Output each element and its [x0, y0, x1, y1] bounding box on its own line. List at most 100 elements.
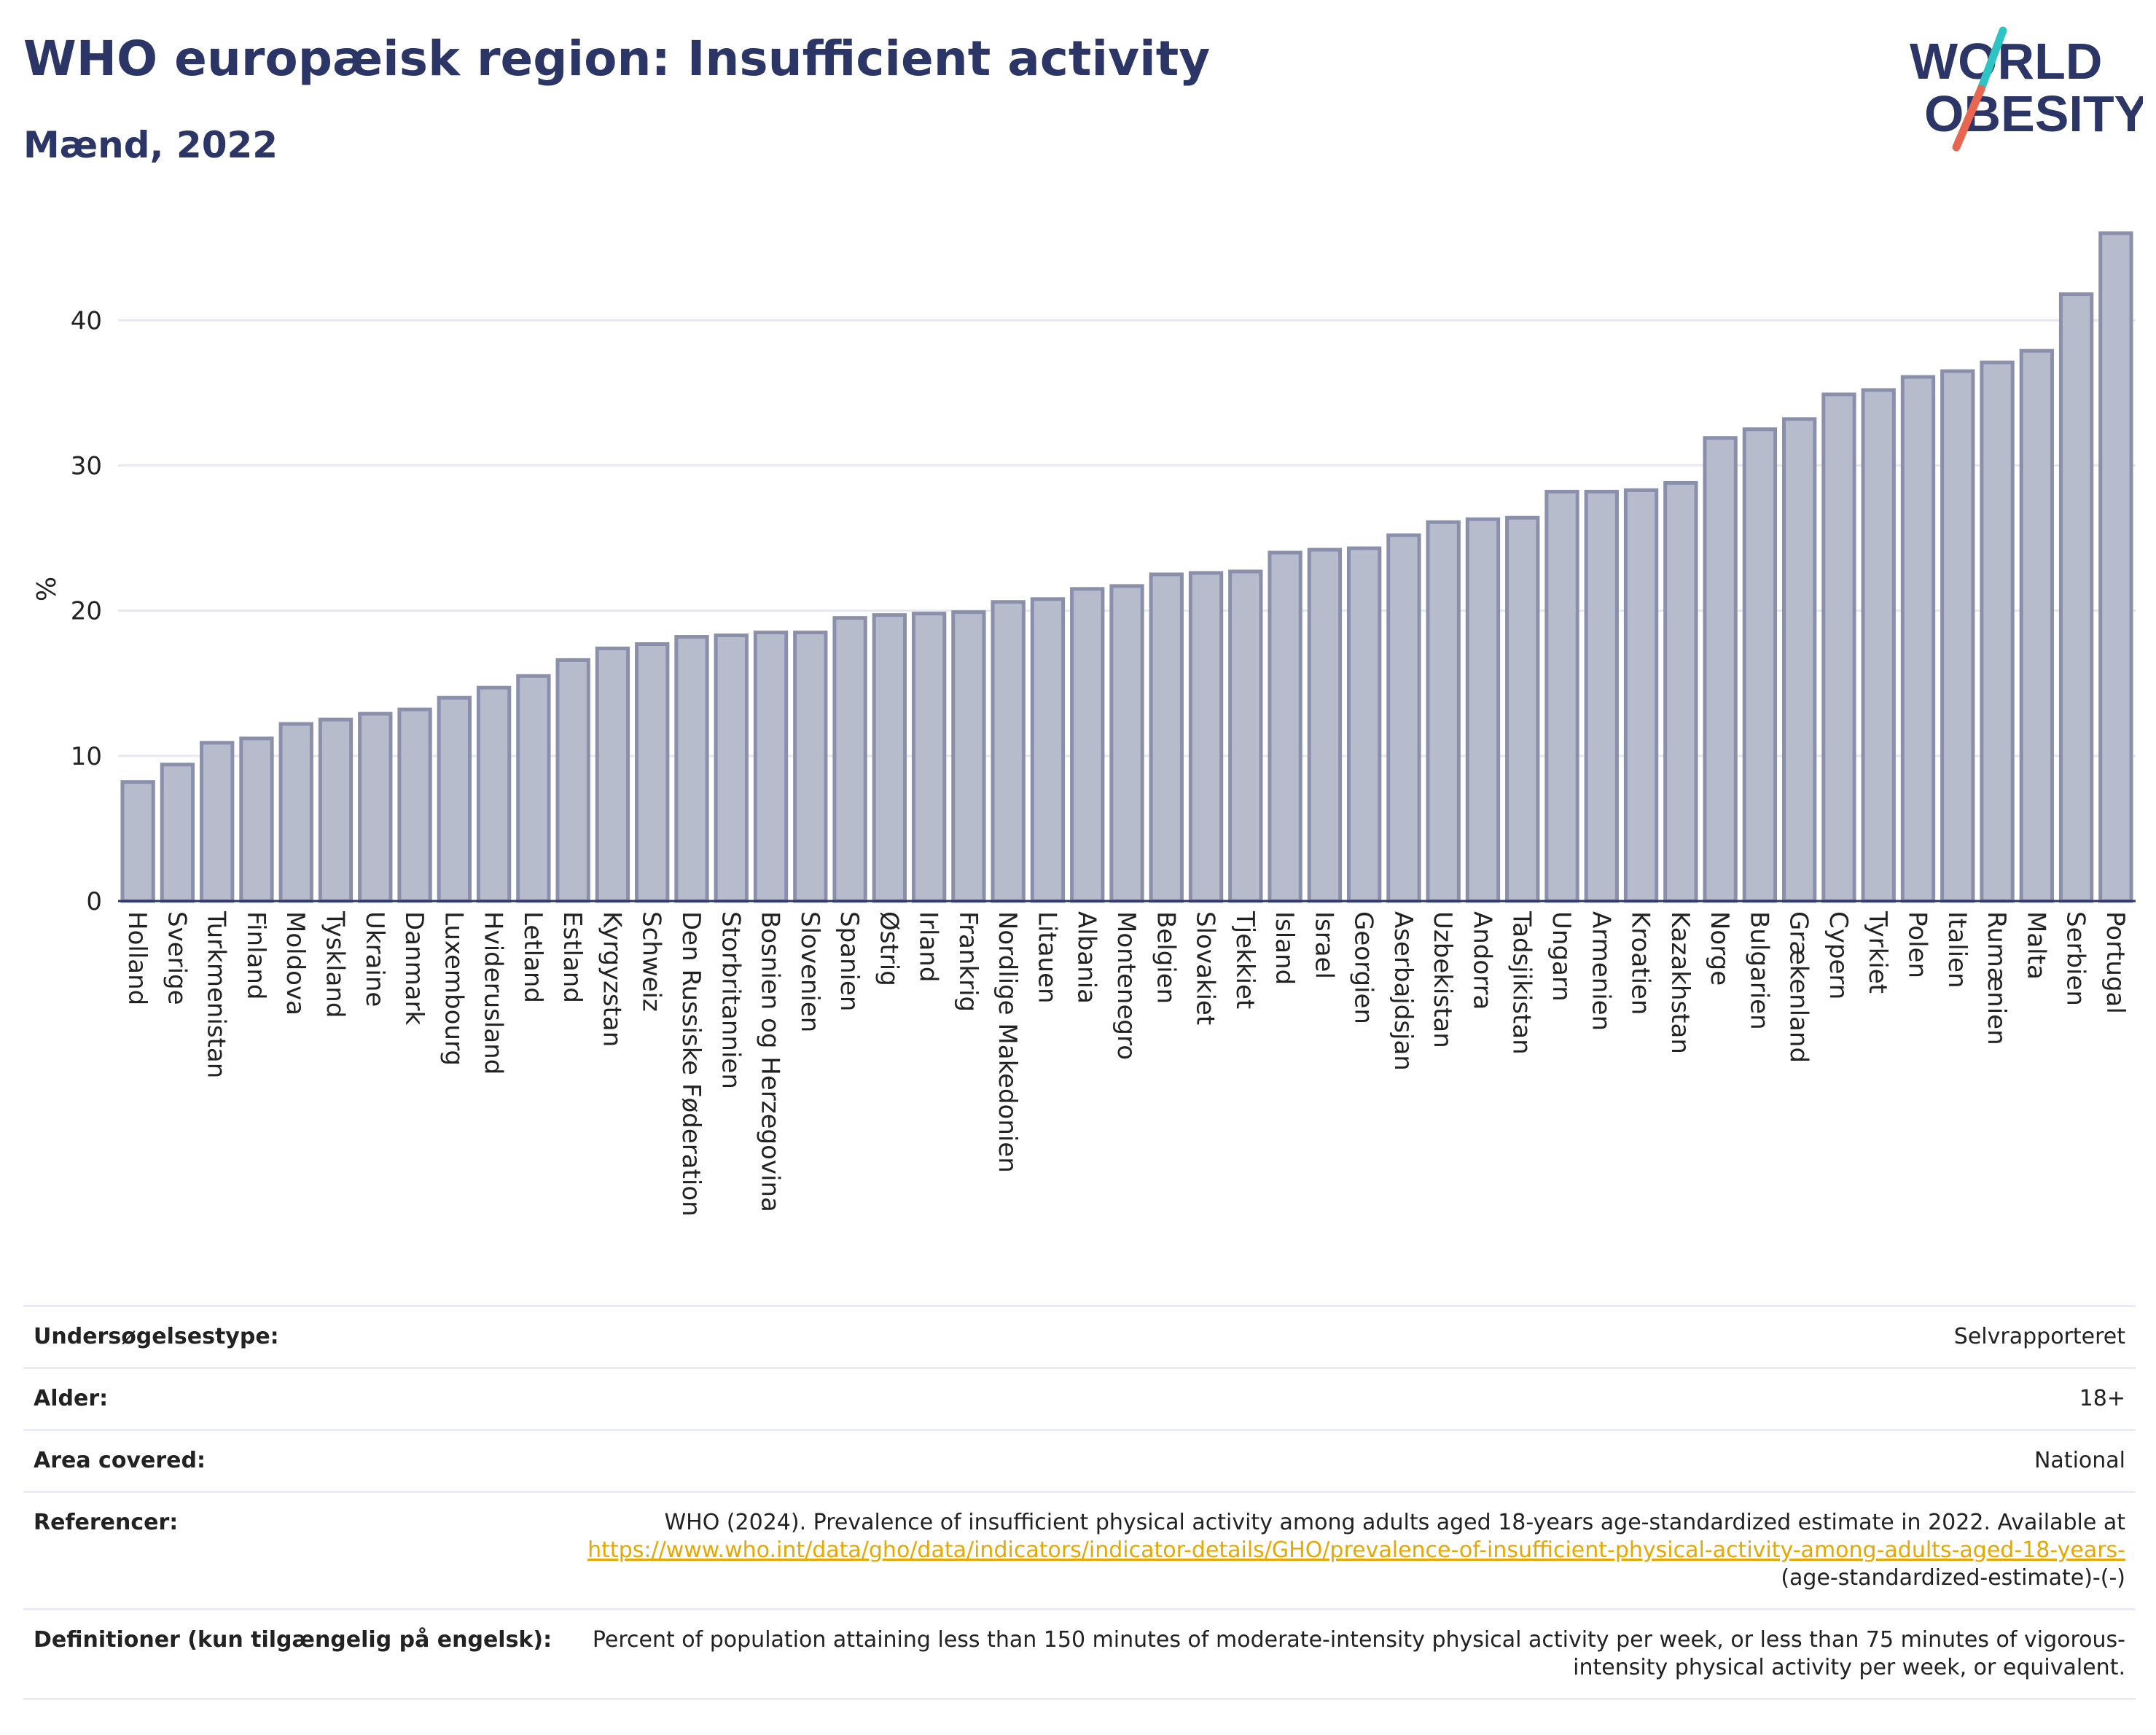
- x-tick-label: Hviderusland: [479, 911, 508, 1075]
- x-tick-label: Letland: [518, 911, 547, 1003]
- bar: [1703, 436, 1738, 903]
- y-tick-label: 30: [71, 452, 102, 481]
- page-title: WHO europæisk region: Insufficient activ…: [23, 31, 1211, 87]
- x-tick-label: Malta: [2021, 911, 2050, 980]
- x-tick-label: Schweiz: [637, 911, 666, 1012]
- info-table: Undersøgelsestype: Selvrapporteret Alder…: [23, 1305, 2136, 1700]
- bar: [358, 711, 393, 903]
- info-label: Definitioner (kun tilgængelig på engelsk…: [34, 1627, 552, 1653]
- y-tick-label: 40: [71, 306, 102, 335]
- x-tick-label: Frankrig: [953, 911, 983, 1012]
- bar: [1188, 571, 1224, 903]
- x-tick-label: Georgien: [1349, 911, 1378, 1024]
- bar: [239, 736, 274, 903]
- bar: [2098, 231, 2133, 903]
- bar: [1070, 587, 1105, 903]
- bar: [160, 763, 195, 903]
- bar: [1386, 533, 1421, 903]
- reference-suffix: (age-standardized-estimate)-(-): [1781, 1565, 2125, 1591]
- bar: [951, 610, 986, 903]
- x-tick-label: Grækenland: [1784, 911, 1813, 1063]
- bar: [516, 674, 551, 903]
- x-tick-label: Kazakhstan: [1665, 911, 1695, 1054]
- info-label: Undersøgelsestype:: [34, 1324, 279, 1349]
- info-value: WHO (2024). Prevalence of insufficient p…: [569, 1492, 2136, 1610]
- bar: [1940, 369, 1975, 903]
- info-label: Referencer:: [34, 1510, 179, 1535]
- bar: [397, 707, 432, 903]
- bar: [714, 633, 749, 903]
- info-row-references: Referencer: WHO (2024). Prevalence of in…: [23, 1492, 2136, 1610]
- bar: [1781, 417, 1817, 903]
- x-tick-label: Bosnien og Herzegovina: [756, 911, 785, 1212]
- x-tick-label: Tyrkiet: [1863, 911, 1892, 994]
- reference-link[interactable]: https://www.who.int/data/gho/data/indica…: [587, 1537, 2125, 1563]
- bar: [911, 612, 947, 903]
- page-subtitle: Mænd, 2022: [23, 124, 278, 166]
- bar: [2019, 348, 2054, 903]
- bar: [872, 613, 907, 903]
- x-tick-label: Albania: [1072, 911, 1101, 1004]
- x-tick-label: Spanien: [835, 911, 864, 1011]
- x-tick-label: Nordlige Makedonien: [993, 911, 1022, 1173]
- y-axis-label: %: [32, 577, 62, 601]
- x-tick-label: Den Russiske Føderation: [676, 911, 706, 1217]
- info-row-age: Alder: 18+: [23, 1368, 2136, 1430]
- bar: [1861, 388, 1896, 903]
- x-tick-label: Kroatien: [1626, 911, 1655, 1015]
- x-tick-label: Bulgarien: [1744, 911, 1773, 1030]
- bar: [1821, 392, 1856, 903]
- logo-slash-bottom: [1952, 85, 1985, 152]
- x-tick-label: Slovenien: [795, 911, 824, 1032]
- bar: [1307, 547, 1343, 903]
- x-tick-label: Montenegro: [1112, 911, 1141, 1060]
- bar: [2058, 292, 2094, 903]
- x-tick-label: Belgien: [1151, 911, 1180, 1004]
- bar: [1149, 572, 1184, 903]
- bar: [555, 658, 590, 903]
- x-tick-label: Slovakiet: [1191, 911, 1220, 1025]
- x-tick-label: Norge: [1705, 911, 1734, 986]
- bar: [476, 685, 512, 903]
- x-tick-label: Polen: [1902, 911, 1932, 978]
- bar: [1505, 515, 1540, 903]
- x-tick-label: Portugal: [2101, 911, 2130, 1014]
- bar: [832, 616, 867, 903]
- x-tick-label: Moldova: [281, 911, 310, 1015]
- x-tick-label: Østrig: [874, 911, 903, 986]
- info-label: Area covered:: [34, 1448, 206, 1473]
- bar: [1544, 489, 1579, 903]
- bar: [1623, 488, 1659, 903]
- x-tick-label: Aserbajdsjan: [1388, 911, 1418, 1071]
- bar: [1228, 569, 1263, 903]
- x-tick-label: Litauen: [1032, 911, 1061, 1004]
- x-tick-label: Finland: [241, 911, 270, 1000]
- bar: [1426, 520, 1461, 903]
- bar: [991, 600, 1026, 903]
- x-tick-label: Armenien: [1586, 911, 1615, 1031]
- info-value: Selvrapporteret: [1953, 1324, 2125, 1349]
- x-tick-label: Tadsjikistan: [1507, 911, 1536, 1055]
- x-tick-label: Ungarn: [1547, 911, 1576, 1002]
- info-row-area: Area covered: National: [23, 1430, 2136, 1492]
- x-tick-label: Irland: [914, 911, 943, 982]
- x-tick-label: Rumænien: [1982, 911, 2011, 1045]
- bar: [1980, 360, 2015, 903]
- x-tick-label: Cypern: [1824, 911, 1853, 999]
- bar: [674, 635, 709, 903]
- x-tick-label: Italien: [1942, 911, 1972, 989]
- info-value: National: [2034, 1448, 2125, 1473]
- info-row-survey-type: Undersøgelsestype: Selvrapporteret: [23, 1306, 2136, 1368]
- x-tick-label: Island: [1270, 911, 1299, 985]
- x-tick-label: Storbritannien: [716, 911, 745, 1089]
- bar: [1030, 597, 1066, 903]
- bar: [120, 780, 155, 903]
- x-tick-label: Luxembourg: [439, 911, 468, 1066]
- y-tick-label: 20: [71, 597, 102, 626]
- bar: [1584, 489, 1619, 903]
- info-label: Alder:: [34, 1386, 109, 1411]
- x-tick-label: Sverige: [162, 911, 191, 1005]
- bar: [1346, 546, 1382, 903]
- info-row-definitions: Definitioner (kun tilgængelig på engelsk…: [23, 1609, 2136, 1699]
- bar: [1268, 550, 1302, 903]
